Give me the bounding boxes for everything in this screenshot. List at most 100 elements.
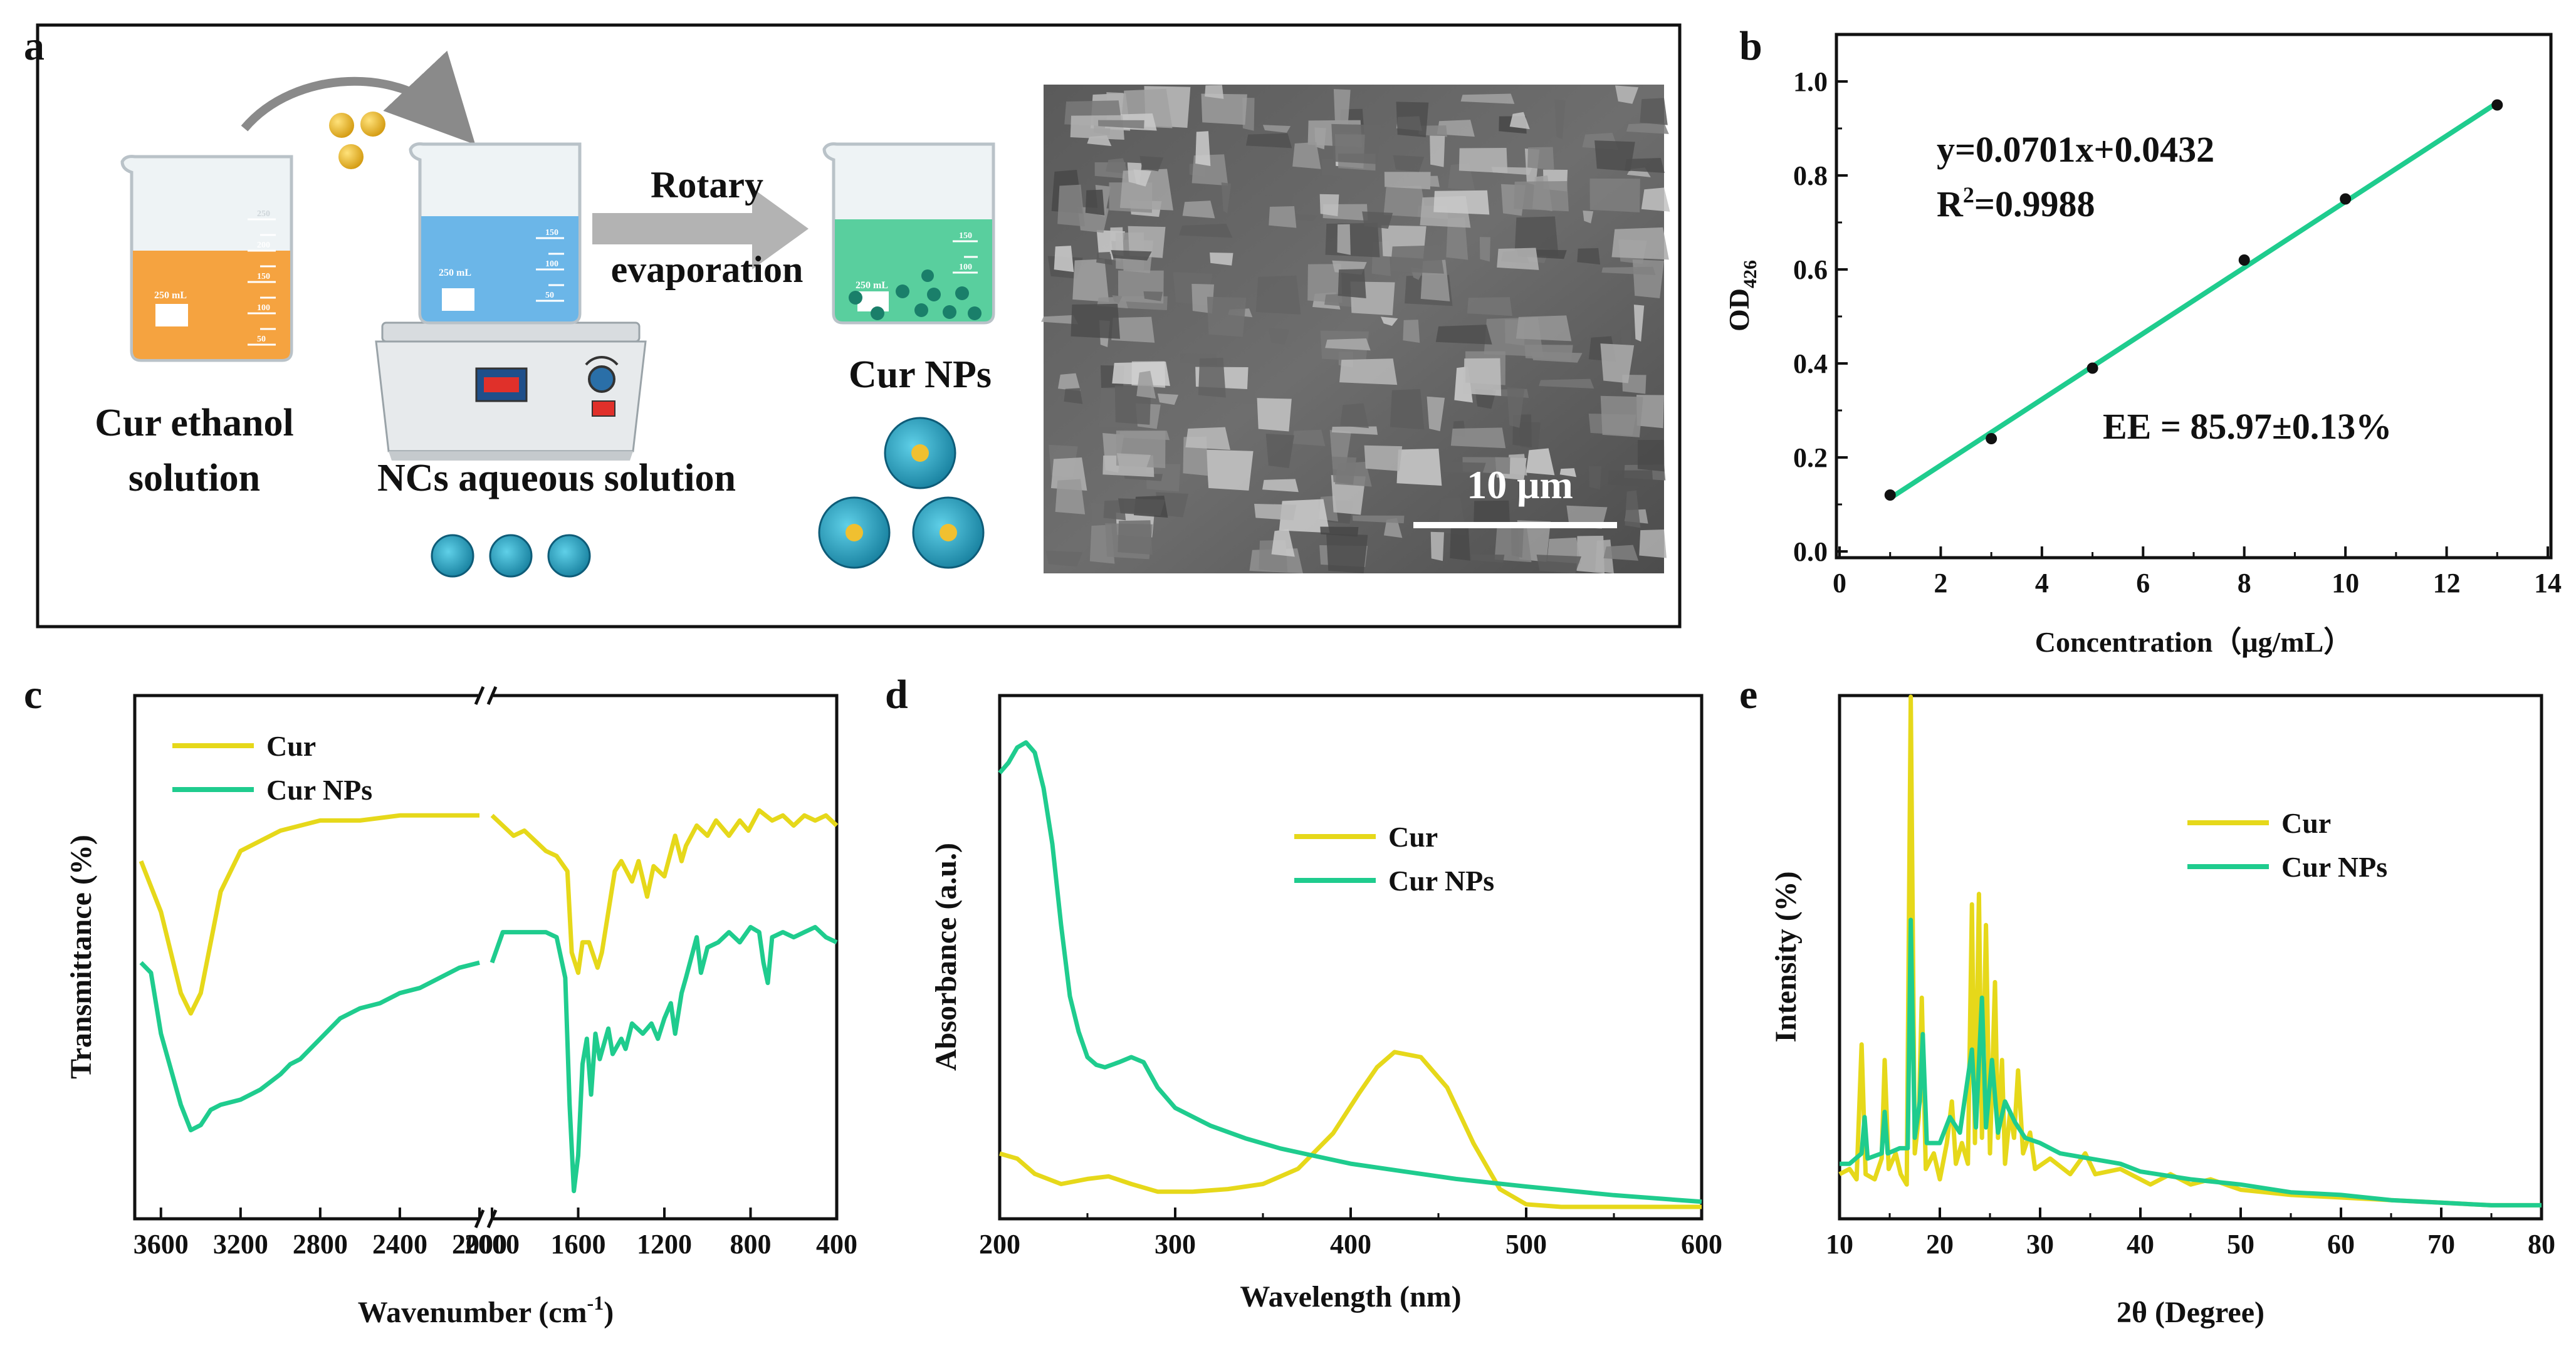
e-legend-label: Cur	[2281, 807, 2331, 839]
cur-nps-label: Cur NPs	[849, 353, 992, 396]
panel-letter-b: b	[1739, 23, 1762, 69]
beaker-3-badge: 250 mL	[856, 280, 888, 291]
c-ylabel: Transmittance (%)	[65, 835, 98, 1079]
beaker-3-mark-100: 100	[959, 263, 972, 272]
b-ytick-label: 0.2	[1793, 442, 1828, 473]
c-series-0-right	[490, 808, 839, 975]
c-series-0-left	[139, 813, 479, 1016]
data-point	[1986, 433, 1997, 444]
b-ytick-label: 1.0	[1793, 66, 1828, 97]
e-xtick-label: 60	[2327, 1229, 2355, 1260]
beaker-1-mark-150: 150	[257, 272, 270, 281]
b-xtick-label: 2	[1934, 568, 1947, 598]
c-xtick-label: 3200	[213, 1229, 268, 1260]
beaker-1-marks	[248, 218, 276, 346]
data-point	[2238, 254, 2250, 266]
c-xtick-label: 1200	[637, 1229, 692, 1260]
panel-letter-a: a	[24, 23, 45, 69]
d-legend-label: Cur NPs	[1388, 865, 1494, 897]
beaker-2-badge: 250 mL	[439, 268, 471, 278]
beaker-1-mark-250: 250	[257, 209, 270, 219]
e-xtick-label: 50	[2227, 1229, 2254, 1260]
c-xlabel: Wavenumber (cm-1)	[358, 1291, 614, 1329]
rotary-arrow-icon	[592, 188, 809, 269]
scale-bar-label: 10 μm	[1467, 462, 1573, 507]
beaker-1-mark-200: 200	[257, 241, 270, 250]
c-legend-label: Cur NPs	[266, 774, 372, 806]
nanocage-icons	[431, 417, 985, 578]
nanocage-icon	[547, 534, 591, 578]
magnetic-stirrer-icon	[375, 321, 647, 461]
e-xtick-label: 30	[2026, 1229, 2054, 1260]
c-series-1-right	[490, 925, 838, 1194]
d-xtick-label: 600	[1681, 1229, 1722, 1260]
b-xtick-label: 0	[1833, 568, 1846, 598]
ncs-label: NCs aqueous solution	[377, 457, 736, 499]
cur-dot-icon	[329, 113, 354, 138]
panel-a-frame	[36, 23, 1682, 629]
b-ytick-label: 0.0	[1793, 536, 1828, 567]
rotary-label-2: evaporation	[611, 249, 804, 290]
b-xtick-label: 4	[2035, 568, 2049, 598]
data-point	[1884, 489, 1896, 501]
panel-d-axes	[998, 694, 1704, 1221]
d-xtick-label: 300	[1154, 1229, 1196, 1260]
b-xtick-label: 14	[2534, 568, 2562, 598]
d-xtick-label: 200	[979, 1229, 1020, 1260]
cur-dot-icon	[360, 112, 385, 137]
c-xtick-label: 2000	[464, 1229, 520, 1260]
b-xtick-label: 10	[2332, 568, 2359, 598]
panel-e: 10 20 30 40 50 60 70 80 Cur Cur NPs 2θ (Degree) I…	[1769, 694, 2555, 1329]
panel-a: 250 mL 250 200 150 100 50	[36, 23, 1682, 629]
sem-image: 10 μm	[1041, 85, 1670, 573]
data-point	[2086, 362, 2098, 374]
d-legend-label: Cur	[1388, 821, 1438, 853]
ee-label: EE = 85.97±0.13%	[2103, 406, 2392, 447]
beaker-1-mark-50: 50	[257, 335, 266, 344]
c-xtick-label: 800	[730, 1229, 772, 1260]
c-xtick-label: 3600	[134, 1229, 189, 1260]
e-series-1	[1840, 917, 2542, 1208]
b-xtick-label: 6	[2136, 568, 2150, 598]
d-series-0	[999, 1050, 1702, 1209]
nanocage-icon	[489, 534, 533, 578]
b-ytick-label: 0.8	[1793, 160, 1828, 191]
e-xtick-label: 20	[1926, 1229, 1954, 1260]
fit-line	[1888, 100, 2499, 501]
transfer-arrow-icon	[241, 50, 476, 145]
panel-b-axes	[1835, 33, 2553, 560]
beaker-3-mark-150: 150	[959, 231, 972, 241]
beaker-orange-icon: 250 mL 250 200 150 100 50	[120, 155, 293, 362]
panel-d: 200 300 400 500 600 Cur Cur NPs Wavelength (nm…	[929, 694, 1722, 1313]
e-ylabel: Intensity (%)	[1769, 871, 1803, 1042]
panel-letter-e: e	[1739, 672, 1757, 717]
panel-e-axes	[1838, 694, 2543, 1221]
panel-letter-c: c	[24, 672, 42, 717]
b-ytick-label: 0.6	[1793, 254, 1828, 285]
d-xtick-label: 500	[1505, 1229, 1547, 1260]
data-point	[2491, 99, 2503, 111]
c-xtick-label: 1600	[551, 1229, 606, 1260]
c-legend-label: Cur	[266, 730, 316, 762]
axis-break-icon	[486, 686, 498, 705]
panel-b: 0 2 4 6 8 10 12 14 0.0 0.2 0.4 0.6 0.8 1.0 y=0.0701x+…	[1723, 33, 2562, 658]
cur-ethanol-label-1: Cur ethanol	[95, 402, 294, 444]
b-xtick-label: 12	[2433, 568, 2461, 598]
e-xtick-label: 80	[2528, 1229, 2555, 1260]
b-ylabel: OD426	[1723, 260, 1761, 331]
rotary-label-1: Rotary	[651, 164, 763, 206]
e-xtick-label: 40	[2127, 1229, 2154, 1260]
beaker-blue-icon: 250 mL 150 100 50	[409, 142, 582, 325]
equation-label: y=0.0701x+0.0432	[1937, 129, 2214, 170]
panel-letter-d: d	[885, 672, 908, 717]
panel-c-axes	[133, 694, 839, 1221]
e-xtick-label: 70	[2427, 1229, 2455, 1260]
e-xlabel: 2θ (Degree)	[2117, 1296, 2264, 1329]
data-point	[2340, 193, 2352, 205]
b-xlabel: Concentration（μg/mL）	[2035, 626, 2353, 658]
axis-break-icon	[474, 686, 485, 705]
b-ytick-label: 0.4	[1793, 348, 1828, 379]
d-series-1	[998, 740, 1702, 1204]
